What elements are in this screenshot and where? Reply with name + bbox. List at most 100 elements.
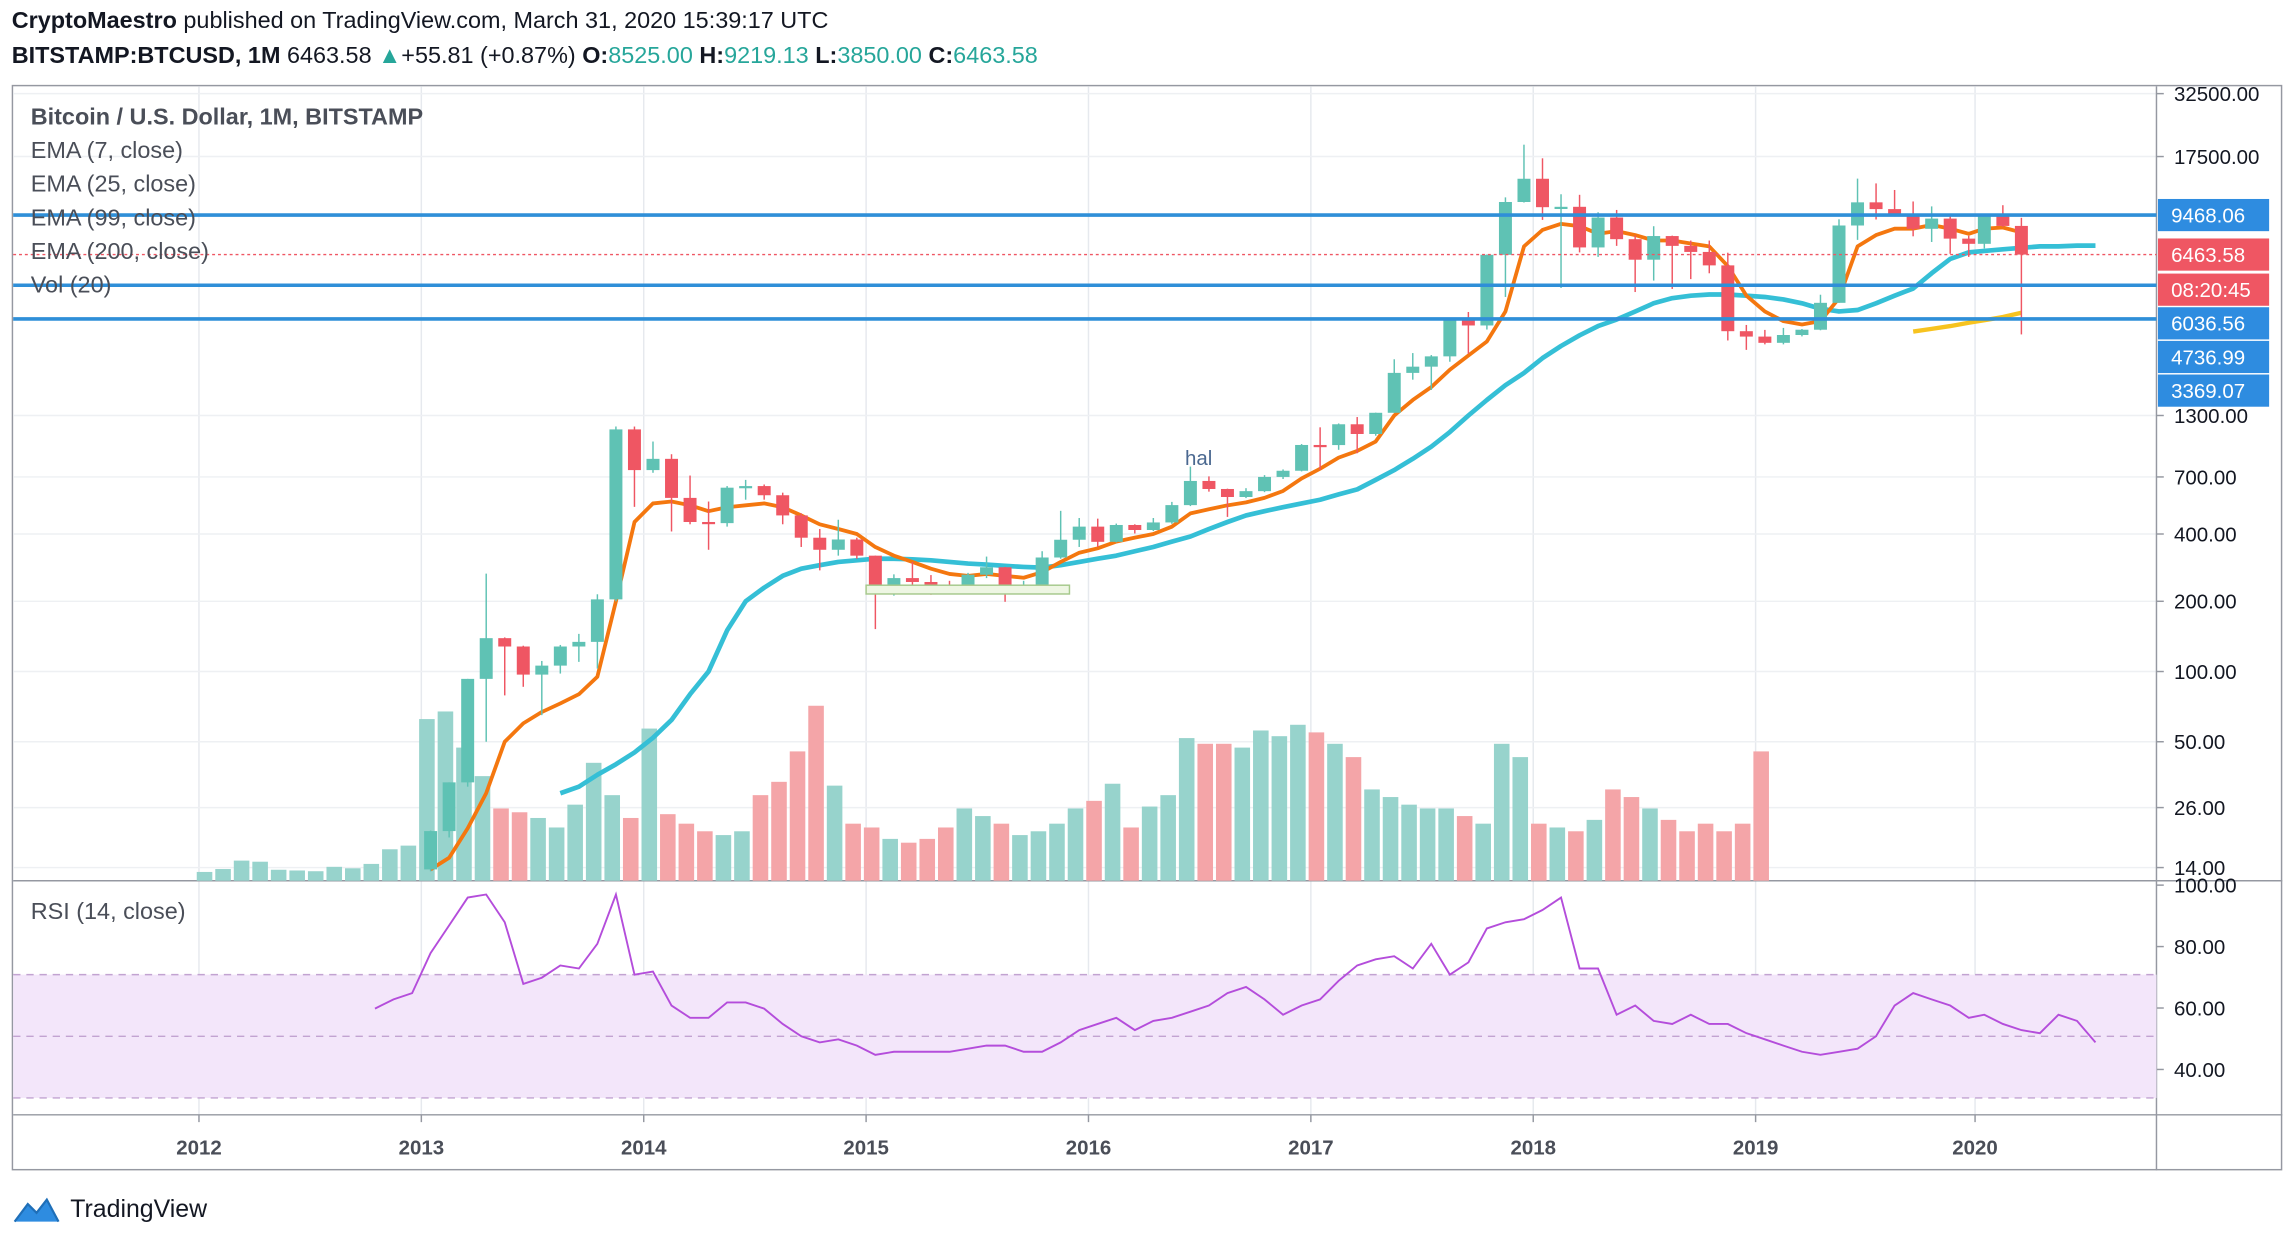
candle bbox=[1628, 235, 1642, 293]
price-badge-bg bbox=[2157, 307, 2270, 340]
candle-body bbox=[1202, 480, 1216, 489]
candle-body bbox=[1054, 539, 1068, 558]
volume-bar bbox=[1586, 819, 1603, 881]
candle bbox=[1443, 318, 1457, 362]
price-badge-bg bbox=[2157, 238, 2270, 271]
candle bbox=[590, 594, 604, 669]
ema200-legend[interactable]: EMA (200, close) bbox=[30, 239, 209, 265]
volume-bar bbox=[697, 831, 713, 881]
volume-bar bbox=[993, 823, 1010, 881]
candle-body bbox=[1183, 480, 1197, 506]
volume-bar bbox=[1697, 823, 1714, 881]
candle bbox=[1498, 197, 1512, 297]
volume-bar bbox=[622, 817, 639, 881]
rsi-axis-label: 80.00 bbox=[2174, 936, 2225, 959]
candle-body bbox=[1721, 265, 1735, 332]
ema25-line bbox=[559, 243, 2096, 796]
volume-bar bbox=[530, 817, 546, 881]
symbol-label: BITSTAMP:BTCUSD, 1M bbox=[11, 43, 281, 69]
time-axis-label: 2017 bbox=[1288, 1136, 1334, 1159]
candle-body bbox=[1665, 236, 1679, 246]
candle-body bbox=[1387, 372, 1401, 413]
candle bbox=[1832, 219, 1846, 303]
candle bbox=[1480, 254, 1494, 330]
last-price: 6463.58 bbox=[286, 43, 372, 69]
volume-bar bbox=[734, 831, 750, 881]
volume-bar bbox=[660, 814, 676, 881]
candle bbox=[1424, 355, 1438, 390]
volume-bar bbox=[1605, 789, 1621, 881]
tradingview-logo[interactable]: TradingView bbox=[12, 1194, 207, 1226]
time-axis-label: 2014 bbox=[621, 1136, 667, 1159]
candle bbox=[572, 633, 586, 662]
ohlc-header: BITSTAMP:BTCUSD, 1M 6463.58 ▲+55.81 (+0.… bbox=[12, 44, 1038, 70]
candle bbox=[1054, 510, 1068, 559]
candle-body bbox=[461, 678, 475, 783]
candle bbox=[1183, 466, 1197, 507]
volume-bar bbox=[1549, 827, 1566, 881]
candle bbox=[831, 519, 845, 556]
ema7-legend[interactable]: EMA (7, close) bbox=[30, 138, 183, 164]
candle bbox=[1977, 213, 1991, 249]
candle bbox=[757, 484, 771, 500]
candle-body bbox=[720, 487, 734, 524]
volume-bar bbox=[919, 838, 936, 881]
time-axis-label: 2020 bbox=[1952, 1136, 1998, 1159]
candle bbox=[1758, 329, 1772, 345]
volume-bar bbox=[567, 804, 583, 881]
ema25-legend[interactable]: EMA (25, close) bbox=[30, 172, 196, 198]
author-name[interactable]: CryptoMaestro bbox=[11, 8, 177, 34]
ema99-legend[interactable]: EMA (99, close) bbox=[30, 206, 196, 232]
rsi-legend[interactable]: RSI (14, close) bbox=[30, 899, 186, 925]
candle-body bbox=[813, 537, 827, 550]
candle bbox=[609, 426, 623, 602]
volume-bar bbox=[1401, 804, 1417, 881]
candle bbox=[1536, 158, 1549, 220]
candle bbox=[1665, 235, 1679, 289]
candle-body bbox=[590, 599, 604, 642]
price-badge-bg bbox=[2157, 374, 2270, 407]
volume-bar bbox=[1290, 724, 1306, 881]
candle-body bbox=[1480, 254, 1494, 326]
volume-bar bbox=[1512, 757, 1529, 881]
candle-body bbox=[924, 581, 938, 586]
candle-body bbox=[776, 495, 790, 516]
consolidation-box bbox=[865, 584, 1071, 595]
price-badge: 4736.99 bbox=[2157, 340, 2270, 374]
candle-body bbox=[1035, 557, 1049, 586]
candle-body bbox=[1072, 526, 1086, 540]
candle bbox=[850, 537, 864, 559]
volume-legend[interactable]: Vol (20) bbox=[30, 273, 112, 299]
candle bbox=[683, 475, 697, 525]
rsi-axis-label: 100.00 bbox=[2174, 874, 2237, 897]
volume-bar bbox=[585, 762, 602, 881]
volume-bar bbox=[1716, 831, 1732, 881]
volume-bar bbox=[1642, 808, 1658, 881]
open-label: O: bbox=[582, 43, 609, 69]
volume-bar bbox=[1382, 797, 1399, 881]
volume-bar bbox=[678, 823, 695, 881]
candle bbox=[1795, 328, 1809, 337]
volume-bar bbox=[1475, 823, 1491, 881]
candle-body bbox=[627, 429, 641, 471]
candle-body bbox=[1239, 491, 1253, 497]
candle bbox=[1517, 144, 1531, 203]
high-label: H: bbox=[699, 43, 725, 69]
price-axis-label: 200.00 bbox=[2174, 591, 2237, 614]
price-badge: 6036.56 bbox=[2157, 307, 2270, 340]
candle-body bbox=[553, 646, 567, 666]
candle bbox=[1813, 294, 1827, 331]
candle bbox=[1295, 444, 1309, 472]
candle-body bbox=[1776, 335, 1790, 343]
candle-body bbox=[1977, 216, 1991, 244]
candle-body bbox=[1313, 444, 1327, 448]
volume-bar bbox=[1178, 738, 1195, 881]
price-badge-bg bbox=[2157, 198, 2270, 232]
chart-frame bbox=[11, 84, 2283, 1171]
price-axis-label: 17500.00 bbox=[2174, 146, 2259, 169]
price-axis-label: 14.00 bbox=[2174, 857, 2225, 880]
volume-bar bbox=[604, 795, 621, 881]
volume-bar bbox=[1123, 827, 1139, 881]
candle bbox=[461, 678, 475, 787]
